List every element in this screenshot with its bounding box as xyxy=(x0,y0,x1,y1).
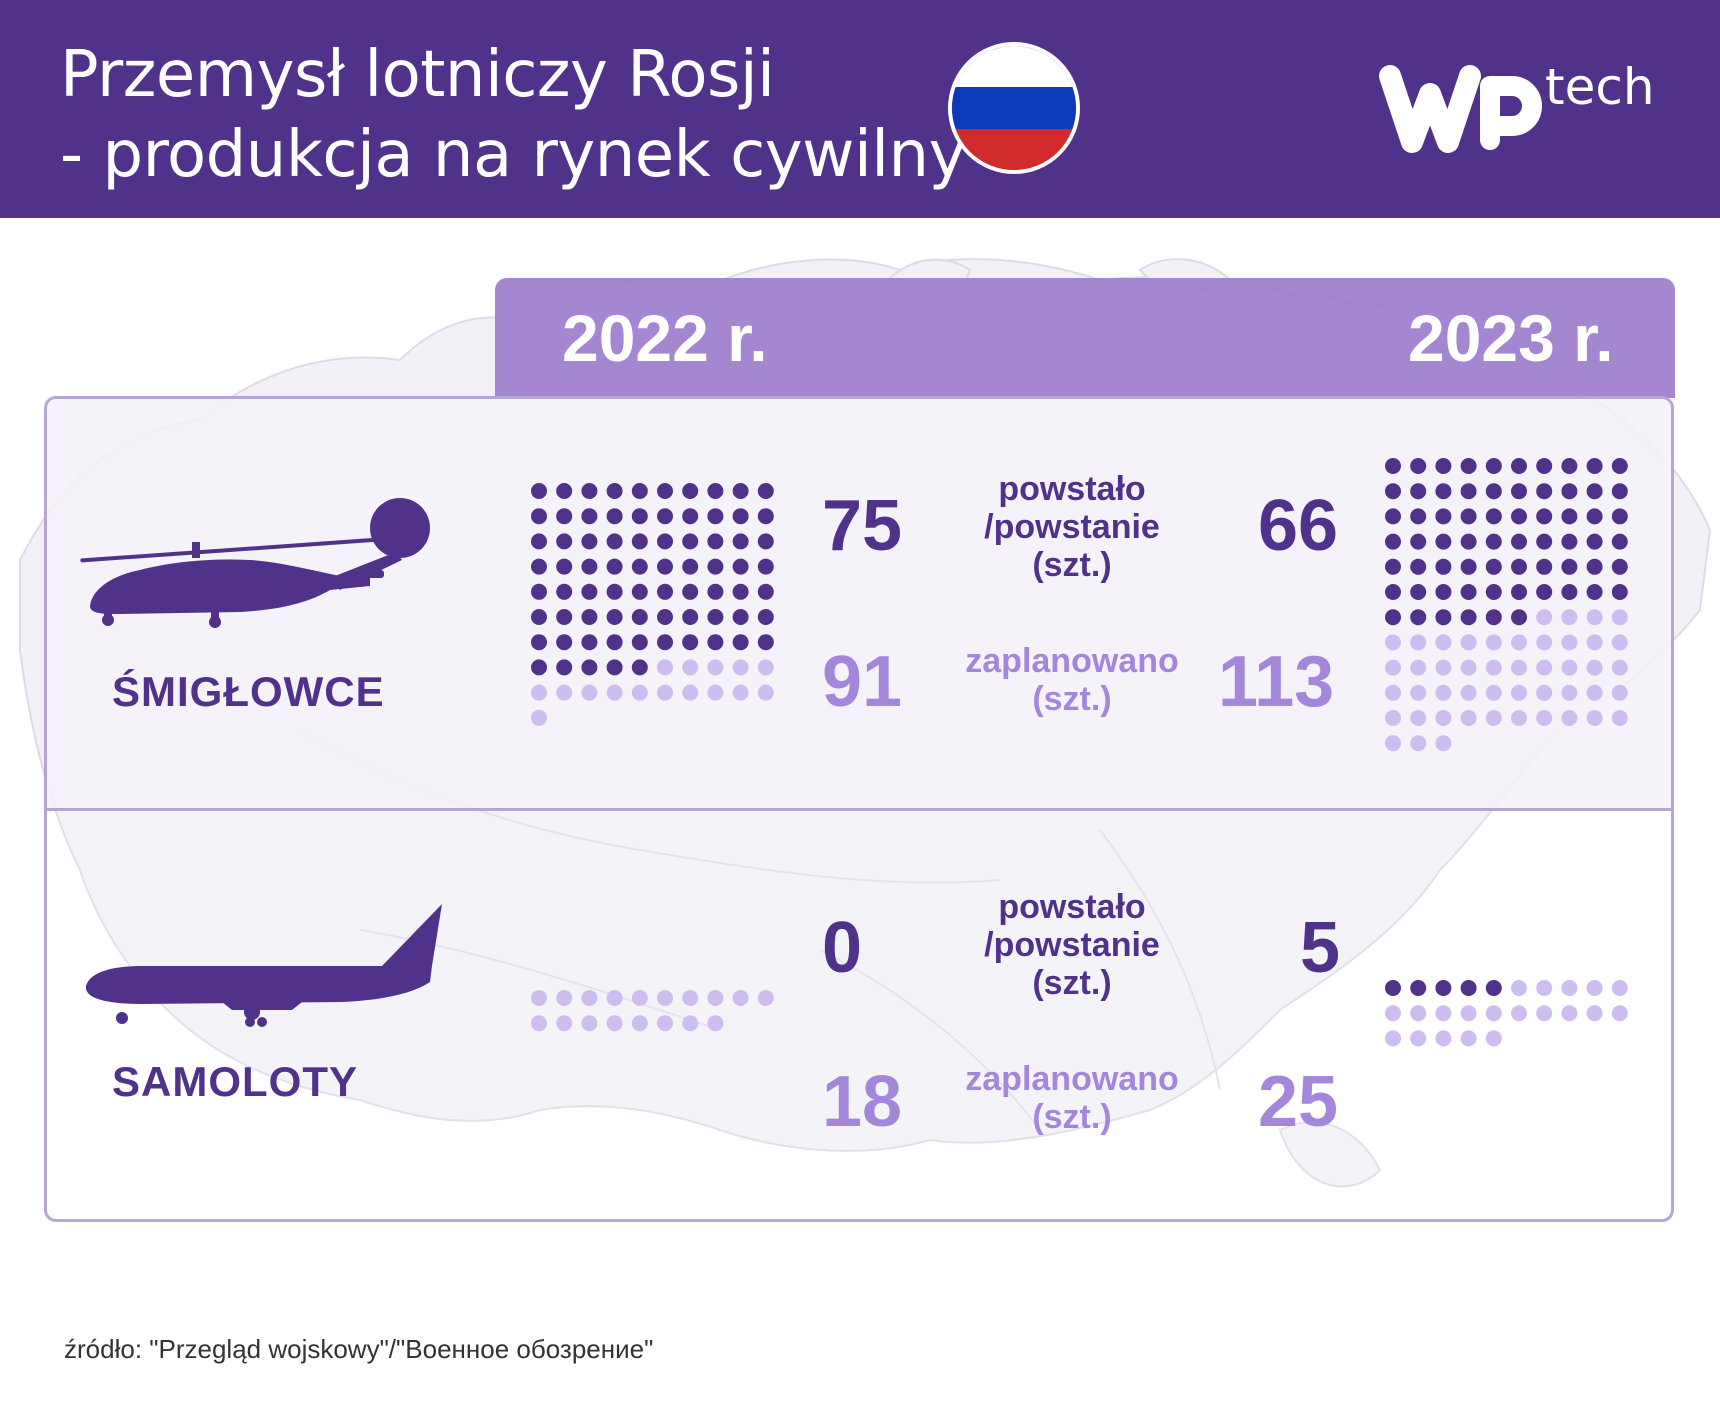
year-header-band xyxy=(495,278,1675,398)
planned-label-line: zaplanowano xyxy=(965,642,1179,680)
heli-2023-planned-value: 113 xyxy=(1218,642,1335,722)
plane-2023-built-value: 5 xyxy=(1300,908,1341,988)
built-label-line: (szt.) xyxy=(1032,546,1112,584)
built-label-line: powstało xyxy=(998,888,1146,926)
logo-text: tech xyxy=(1545,58,1655,116)
flag-stripe-blue xyxy=(952,87,1076,129)
built-label-line: /powstanie xyxy=(984,926,1160,964)
plane-2022-built-value: 0 xyxy=(822,908,863,988)
airplane-icon xyxy=(85,904,442,1027)
year-2022-label: 2022 r. xyxy=(562,301,768,375)
title-line-1: Przemysł lotniczy Rosji xyxy=(60,38,775,112)
year-2023-label: 2023 r. xyxy=(1408,301,1614,375)
heli-built-label: powstało /powstanie (szt.) xyxy=(952,470,1192,584)
plane-planned-label: zaplanowano (szt.) xyxy=(952,1060,1192,1136)
category-label-helicopters: ŚMIGŁOWCE xyxy=(112,668,385,715)
russia-flag-icon xyxy=(948,42,1080,174)
built-label-line: /powstanie xyxy=(984,508,1160,546)
category-label-airplanes: SAMOLOTY xyxy=(112,1058,358,1105)
built-label-line: (szt.) xyxy=(1032,964,1112,1002)
row-divider xyxy=(47,808,1671,811)
heli-2022-planned-value: 91 xyxy=(822,642,903,722)
plane-2023-planned-value: 25 xyxy=(1258,1062,1339,1142)
wp-logo-icon xyxy=(1379,65,1542,153)
helicopter-icon xyxy=(80,498,430,628)
heli-planned-label: zaplanowano (szt.) xyxy=(952,642,1192,718)
planned-label-line: zaplanowano xyxy=(965,1060,1179,1098)
title-line-2: - produkcja na rynek cywilny xyxy=(60,118,966,192)
heli-2023-built-value: 66 xyxy=(1258,486,1339,566)
plane-2022-planned-value: 18 xyxy=(822,1062,903,1142)
built-label-line: powstało xyxy=(998,470,1146,508)
heli-2022-built-value: 75 xyxy=(822,486,903,566)
source-note: źródło: "Przegląd wojskowy"/"Военное обо… xyxy=(64,1334,654,1364)
plane-built-label: powstało /powstanie (szt.) xyxy=(952,888,1192,1002)
planned-label-line: (szt.) xyxy=(1032,1098,1112,1136)
planned-label-line: (szt.) xyxy=(1032,680,1112,718)
